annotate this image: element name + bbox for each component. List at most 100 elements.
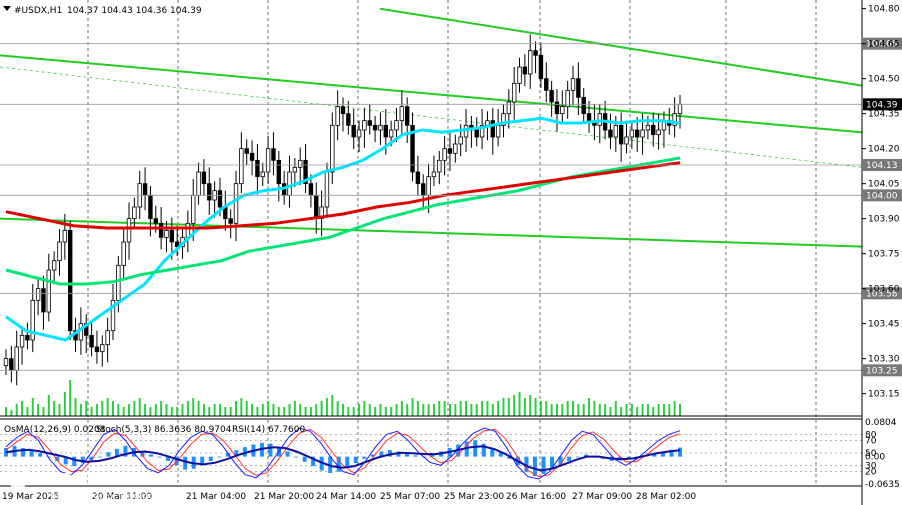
volume-bar [309, 407, 312, 416]
osma-bar [481, 443, 486, 457]
stoch-level-label: 70 [865, 437, 877, 447]
main-pane-background [0, 0, 862, 416]
candle-body [367, 120, 372, 126]
volume-bar [26, 407, 29, 416]
price-label-box [863, 287, 902, 300]
candle-body [239, 148, 244, 185]
candle-body [330, 124, 335, 173]
volume-bar [165, 404, 168, 416]
candle-body [324, 171, 330, 208]
candle-body [635, 129, 640, 138]
candle-body [351, 124, 356, 138]
candle-body [565, 89, 570, 108]
candle-body [404, 106, 410, 126]
moving-averages [5, 116, 681, 342]
candle-body [51, 260, 57, 271]
volume-bar [555, 404, 558, 416]
osma-bar [123, 445, 128, 457]
candle-body [437, 159, 442, 173]
candle-body [442, 148, 447, 161]
volume-bar [593, 401, 596, 416]
volume-bar [550, 404, 553, 416]
volume-bar [459, 401, 462, 416]
candle-body [640, 129, 645, 138]
candle-body [677, 103, 683, 115]
candle-body [410, 124, 415, 173]
volume-bar [352, 407, 355, 416]
volume-bar [572, 401, 575, 416]
volume-bar [448, 404, 451, 416]
volume-bar [422, 404, 425, 416]
price-tick-label: 103.75 [868, 250, 900, 260]
osma-bar [63, 456, 68, 465]
volume-bar [63, 392, 66, 416]
osma-bar [532, 456, 537, 477]
volume-bar [15, 404, 18, 416]
candle-body [292, 166, 298, 173]
channel-line [0, 217, 863, 248]
volume-bar [186, 401, 189, 416]
volume-bar [315, 404, 318, 416]
price-tick-label: 104.50 [868, 75, 900, 85]
osma-bar [149, 454, 154, 457]
candle-body [495, 124, 501, 138]
candle-body [314, 194, 319, 220]
osma-bar [29, 450, 34, 457]
ma-line [5, 161, 681, 230]
volume-bar [475, 404, 478, 416]
candle-body [46, 269, 51, 313]
volume-bar [224, 407, 227, 416]
volume-bar [288, 404, 291, 416]
volume-bar [192, 398, 195, 416]
osma-bar [507, 456, 512, 459]
osma-bar [183, 456, 188, 470]
volume-bar [138, 398, 141, 416]
volume-bar [229, 407, 232, 416]
candle-body [255, 159, 260, 178]
volume-bar [518, 392, 521, 416]
watermark-brand: instaforex [32, 466, 142, 491]
volume-bar [251, 404, 254, 416]
time-tick-label: 25 Mar 23:00 [444, 492, 504, 502]
osma-bar [567, 456, 572, 461]
volume-bar [454, 404, 457, 416]
osma-bar [345, 456, 350, 468]
volume-bar [400, 401, 403, 416]
osma-bar [217, 456, 222, 458]
osma-bar [208, 456, 213, 461]
price-label-text: 104.13 [866, 161, 898, 171]
volume-bar [609, 407, 612, 416]
volume-bar [154, 404, 157, 416]
time-tick-label: 27 Mar 09:00 [572, 492, 632, 502]
candle-body [629, 129, 635, 138]
osma-bar [362, 456, 367, 459]
volume-bar [604, 404, 607, 416]
volume-bar [529, 395, 532, 416]
instaforex-watermark: instaforex Instant Forex Trading [6, 465, 155, 502]
volume-bar [10, 410, 13, 416]
volume-bar [213, 404, 216, 416]
osma-bar [584, 454, 589, 457]
price-tick-label: 104.05 [868, 180, 900, 190]
volume-bar [668, 404, 671, 416]
indicator-tick-label: -0.0635 [865, 480, 900, 490]
candle-body [265, 148, 271, 173]
candle-body [378, 124, 383, 131]
volume-bar [641, 404, 644, 416]
osma-bar [660, 451, 665, 457]
trend-channel-lines [0, 7, 863, 248]
osma-bar [558, 456, 563, 466]
volume-bar [443, 401, 446, 416]
candle-body [126, 218, 132, 243]
candle-body [148, 194, 153, 220]
osma-bar [550, 456, 555, 470]
stoch-level-label: 80 [865, 430, 877, 440]
volume-bar [662, 404, 665, 416]
volume-bar [406, 404, 409, 416]
volume-bar [673, 401, 676, 416]
volume-bar [384, 407, 387, 416]
stoch-level-label: 30 [865, 461, 877, 471]
